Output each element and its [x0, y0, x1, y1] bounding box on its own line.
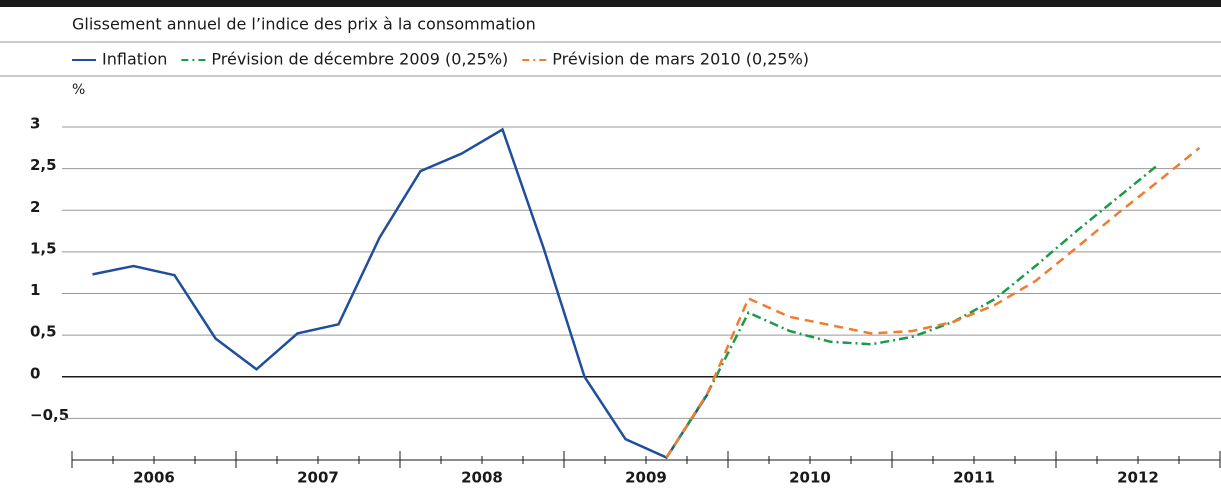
legend: Inflation Prévision de décembre 2009 (0,2…	[72, 50, 809, 69]
series-line	[665, 146, 1201, 459]
y-unit: %	[72, 82, 85, 98]
x-tick-label: 2011	[953, 469, 995, 487]
x-tick-label: 2006	[133, 469, 175, 487]
series-line	[92, 127, 709, 460]
y-tick-label: 1	[30, 281, 40, 299]
legend-label: Prévision de décembre 2009 (0,25%)	[211, 50, 508, 69]
x-tick-label: 2009	[625, 469, 667, 487]
y-tick-label: −0,5	[30, 406, 69, 424]
top-bar	[0, 0, 1221, 7]
x-tick-label: 2008	[461, 469, 503, 487]
series-line	[665, 163, 1160, 459]
y-tick-label: 2	[30, 198, 40, 216]
y-tick-label: 0	[30, 364, 40, 382]
y-tick-label: 3	[30, 115, 40, 133]
x-tick-label: 2012	[1117, 469, 1159, 487]
y-tick-label: 0,5	[30, 323, 57, 341]
x-tick-label: 2010	[789, 469, 831, 487]
x-tick-label: 2007	[297, 469, 339, 487]
legend-label: Inflation	[102, 50, 167, 69]
legend-label: Prévision de mars 2010 (0,25%)	[552, 50, 809, 69]
y-tick-label: 2,5	[30, 156, 57, 174]
chart-title: Glissement annuel de l’indice des prix à…	[72, 15, 536, 34]
y-tick-label: 1,5	[30, 239, 57, 257]
